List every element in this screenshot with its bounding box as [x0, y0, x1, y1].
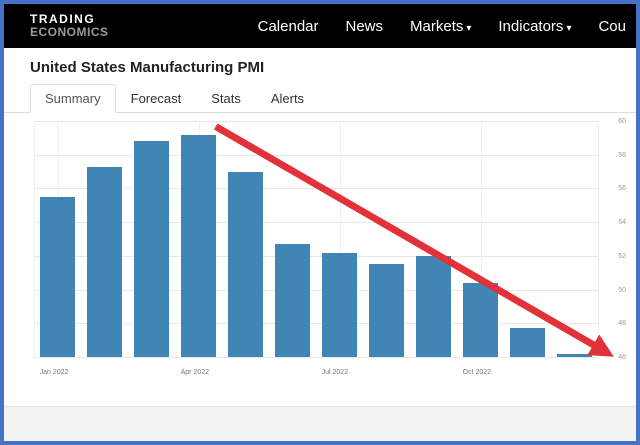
caret-down-icon: ▾	[566, 22, 572, 34]
y-axis-tick-label: 50	[618, 286, 626, 294]
y-axis-tick-label: 56	[618, 185, 626, 193]
nav-item-markets[interactable]: Markets ▾	[410, 17, 472, 35]
gridline-horizontal	[34, 357, 598, 358]
nav-item-calendar[interactable]: Calendar	[257, 17, 319, 35]
bar-jul-2022[interactable]	[321, 252, 358, 357]
nav-item-indicators[interactable]: Indicators ▾	[498, 17, 572, 35]
gridline-horizontal	[34, 121, 598, 122]
logo-line2: ECONOMICS	[30, 25, 109, 39]
y-axis-tick-label: 46	[618, 354, 626, 361]
bar-dec-2022[interactable]	[556, 353, 593, 357]
title-row: United States Manufacturing PMI	[4, 48, 636, 80]
bar-jan-2022[interactable]	[39, 196, 76, 357]
caret-down-icon: ▾	[466, 22, 472, 34]
tab-forecast[interactable]: Forecast	[130, 91, 182, 106]
footer-area	[4, 383, 636, 441]
logo-line1: TRADING	[30, 11, 96, 26]
y-axis-tick-label: 60	[618, 118, 626, 125]
bar-jun-2022[interactable]	[274, 244, 311, 357]
footer-strip	[4, 406, 636, 441]
bar-may-2022[interactable]	[227, 171, 264, 357]
bar-feb-2022[interactable]	[86, 166, 123, 357]
trading-economics-logo[interactable]: TRADING ECONOMICS	[30, 11, 109, 39]
y-axis-tick-label: 52	[618, 252, 626, 260]
gridline-vertical	[598, 121, 599, 357]
y-axis-tick-label: 54	[618, 219, 626, 227]
bar-aug-2022[interactable]	[368, 264, 405, 357]
tab-stats[interactable]: Stats	[211, 91, 241, 106]
x-axis-tick-label: Apr 2022	[180, 369, 210, 376]
tab-bar: Summary Forecast Stats Alerts	[4, 80, 636, 113]
pmi-bar-chart: 46 48 50 52 54 56 58 60 Jan 2022 Apr 2022 Jul 2022…	[4, 113, 636, 383]
tab-summary[interactable]: Summary	[30, 84, 116, 113]
bar-sep-2022[interactable]	[415, 255, 452, 357]
nav-item-news[interactable]: News	[345, 17, 384, 35]
y-axis-tick-label: 58	[618, 151, 626, 159]
page-title: United States Manufacturing PMI	[30, 59, 265, 76]
x-axis-tick-label: Jan 2022	[39, 369, 69, 376]
bar-mar-2022[interactable]	[133, 141, 170, 357]
x-axis-tick-label: Jul 2022	[321, 369, 349, 376]
bar-oct-2022[interactable]	[462, 282, 499, 357]
x-axis-tick-label: Oct 2022	[462, 369, 492, 376]
y-axis-tick-label: 48	[618, 320, 626, 328]
tab-alerts[interactable]: Alerts	[270, 91, 305, 106]
plot-area	[34, 121, 599, 358]
gridline-horizontal	[34, 154, 598, 156]
nav-item-cou[interactable]: Cou	[598, 17, 626, 35]
top-navbar: TRADING ECONOMICS Calendar News Markets ▾ In…	[4, 4, 636, 48]
nav-links: Calendar News Markets ▾ Indicators ▾ Cou	[258, 18, 626, 35]
bar-nov-2022[interactable]	[509, 328, 546, 357]
gridline-vertical	[34, 121, 35, 357]
bar-apr-2022[interactable]	[180, 134, 217, 357]
